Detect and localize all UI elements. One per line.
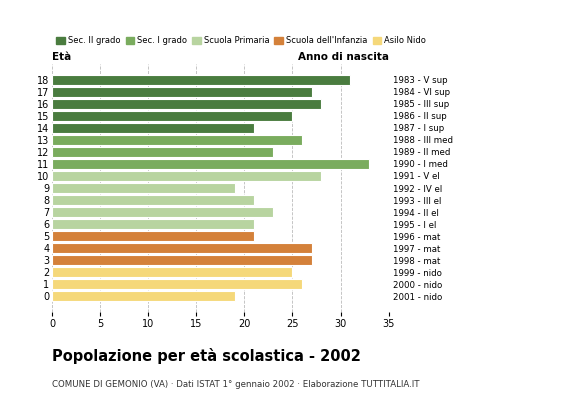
Bar <box>52 195 254 205</box>
Bar <box>52 99 321 109</box>
Bar <box>52 291 235 301</box>
Bar <box>52 219 254 229</box>
Bar <box>52 123 254 133</box>
Bar <box>52 279 302 289</box>
Bar <box>52 171 321 181</box>
Text: Anno di nascita: Anno di nascita <box>298 52 389 62</box>
Bar <box>52 159 369 169</box>
Bar <box>52 255 311 265</box>
Text: Età: Età <box>52 52 71 62</box>
Bar <box>52 183 235 193</box>
Text: Popolazione per età scolastica - 2002: Popolazione per età scolastica - 2002 <box>52 348 361 364</box>
Legend: Sec. II grado, Sec. I grado, Scuola Primaria, Scuola dell'Infanzia, Asilo Nido: Sec. II grado, Sec. I grado, Scuola Prim… <box>56 36 426 45</box>
Bar <box>52 231 254 241</box>
Bar <box>52 243 311 253</box>
Bar <box>52 111 292 121</box>
Bar <box>52 147 273 157</box>
Bar <box>52 207 273 217</box>
Bar <box>52 87 311 97</box>
Text: COMUNE DI GEMONIO (VA) · Dati ISTAT 1° gennaio 2002 · Elaborazione TUTTITALIA.IT: COMUNE DI GEMONIO (VA) · Dati ISTAT 1° g… <box>52 380 420 389</box>
Bar <box>52 135 302 145</box>
Bar <box>52 267 292 277</box>
Bar <box>52 75 350 85</box>
